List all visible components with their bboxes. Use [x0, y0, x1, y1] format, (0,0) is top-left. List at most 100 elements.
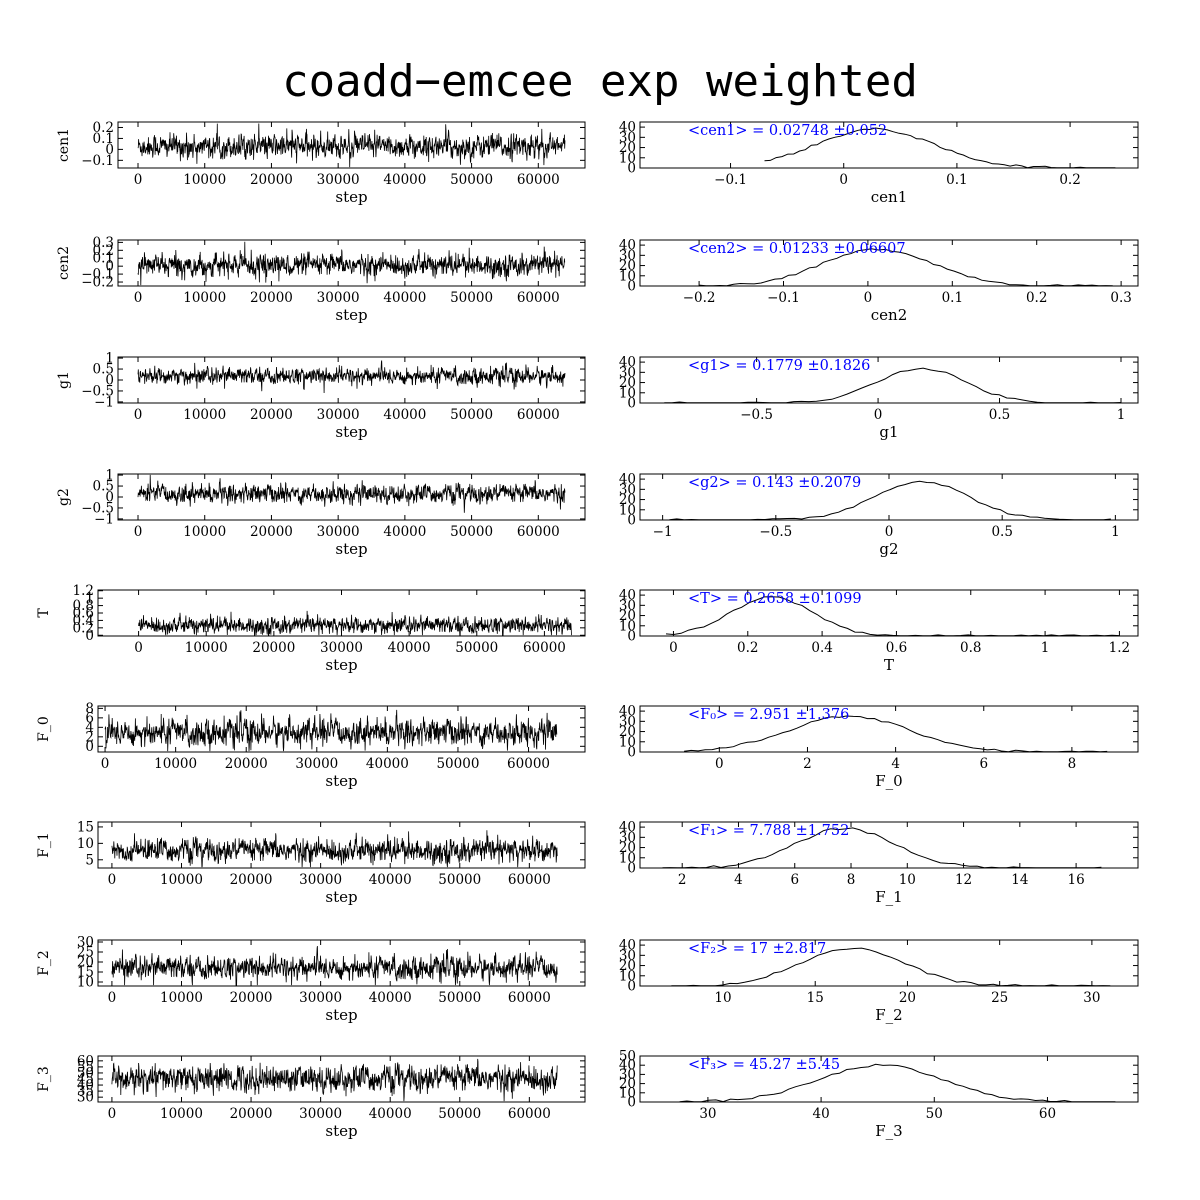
- hist-g2-xtick-label: 1: [1111, 524, 1120, 540]
- hist-g2-ytick-label: 20: [619, 492, 636, 508]
- hist-T-xtick-label: 1: [1041, 640, 1050, 656]
- trace-g1-xtick-label: 0: [134, 407, 143, 423]
- hist-cen2-xtick-label: −0.1: [767, 290, 800, 306]
- hist-F_3-ytick-label: 0: [627, 1095, 636, 1111]
- hist-F_1-ytick-label: 20: [619, 840, 636, 856]
- hist-F_3-ytick-label: 20: [619, 1076, 636, 1092]
- hist-g1-xtick-label: 0.5: [989, 407, 1010, 423]
- hist-F_0-xtick-label: 0: [715, 756, 724, 772]
- trace-T-xtick-label: 0: [134, 640, 143, 656]
- hist-F_0-annotation: <F₀> = 2.951 ±1.376: [688, 707, 849, 723]
- hist-g1-ytick-label: 10: [619, 385, 636, 401]
- trace-F_1-frame: [97, 821, 586, 869]
- hist-F_1-annotation: <F₁> = 7.788 ±1.752: [688, 823, 849, 839]
- trace-T-ytick-label: 0.2: [73, 620, 94, 636]
- hist-g2-ytick-label: 0: [627, 513, 636, 529]
- hist-F_3-ytick-label: 10: [619, 1085, 636, 1101]
- hist-F_3-ytick-label: 30: [619, 1067, 636, 1083]
- hist-F_2-ytick-label: 0: [627, 979, 636, 995]
- trace-F_1-xtick-label: 50000: [438, 872, 481, 888]
- hist-cen2-curve: [699, 248, 1113, 287]
- hist-T-xtick-label: 0.2: [737, 640, 758, 656]
- trace-cen2-xtick-label: 50000: [450, 290, 493, 306]
- hist-cen2-xtick-label: 0: [864, 290, 873, 306]
- hist-F_3-curve: [679, 1063, 1116, 1103]
- trace-F_1-ylabel: F_1: [36, 832, 52, 858]
- hist-g1-ytick-label: 0: [627, 396, 636, 412]
- trace-cen2-xtick-label: 60000: [517, 290, 560, 306]
- trace-F_2-ytick-label: 30: [77, 935, 94, 951]
- trace-F_1-xtick-label: 40000: [369, 872, 412, 888]
- hist-F_2-curve: [671, 947, 1111, 987]
- trace-cen2-xtick-label: 10000: [183, 290, 226, 306]
- hist-F_3-xtick-label: 50: [926, 1106, 943, 1122]
- hist-cen2-xlabel: cen2: [871, 306, 907, 324]
- trace-F_0-xtick-label: 0: [101, 756, 110, 772]
- trace-F_1-ytick-label: 5: [85, 852, 94, 868]
- hist-F_3-xtick-label: 60: [1039, 1106, 1056, 1122]
- trace-F_0-series: [104, 709, 558, 752]
- hist-cen1-xtick-label: −0.1: [714, 172, 747, 188]
- trace-F_0-ylabel: F_0: [36, 716, 52, 742]
- hist-T-ytick-label: 0: [627, 629, 636, 645]
- trace-panel-cen2: 0 10000 20000 30000 40000 50000 60000−0.2−0.10…: [56, 235, 586, 324]
- hist-g2-ytick-label: 40: [619, 472, 636, 488]
- trace-g1-ytick-label: −0.5: [81, 383, 114, 399]
- hist-cen2-ytick-label: 20: [619, 258, 636, 274]
- hist-cen2-xtick-label: 0.2: [1026, 290, 1047, 306]
- trace-cen2-ytick-label: 0.2: [93, 243, 114, 259]
- trace-F_2-frame: [97, 939, 586, 987]
- trace-g2-xtick-label: 60000: [517, 524, 560, 540]
- trace-F_2-ytick-label: 10: [77, 975, 94, 991]
- trace-F_0-xtick-label: 10000: [154, 756, 197, 772]
- trace-F_3-ytick-label: 50: [77, 1065, 94, 1081]
- hist-F_2-frame: [639, 939, 1139, 987]
- trace-F_0-ytick-label: 2: [85, 729, 94, 745]
- trace-g2-xtick-label: 0: [134, 524, 143, 540]
- trace-F_1-xtick-label: 30000: [299, 872, 342, 888]
- trace-F_1-xtick-label: 20000: [230, 872, 273, 888]
- trace-F_3-ytick-label: 60: [77, 1053, 94, 1069]
- trace-F_0-xtick-label: 50000: [436, 756, 479, 772]
- trace-F_3-xtick-label: 20000: [230, 1106, 273, 1122]
- trace-F_2-xtick-label: 10000: [160, 990, 203, 1006]
- hist-cen1-ytick-label: 30: [619, 130, 636, 146]
- trace-cen2-ytick-label: −0.1: [81, 267, 114, 283]
- trace-F_3-ylabel: F_3: [36, 1066, 52, 1092]
- trace-cen2-ytick-label: 0.3: [93, 235, 114, 251]
- trace-F_0-ytick-label: 8: [85, 701, 94, 717]
- trace-F_1-ytick-label: 10: [77, 836, 94, 852]
- hist-F_0-ytick-label: 40: [619, 704, 636, 720]
- hist-F_0-xlabel: F_0: [875, 772, 902, 790]
- trace-cen1-xlabel: step: [335, 188, 367, 206]
- trace-g2-xtick-label: 40000: [383, 524, 426, 540]
- trace-F_3-xtick-label: 0: [108, 1106, 117, 1122]
- trace-cen1-xtick-label: 60000: [517, 172, 560, 188]
- trace-F_0-ytick-label: 6: [85, 710, 94, 726]
- trace-F_3-xtick-label: 40000: [369, 1106, 412, 1122]
- hist-F_2-ytick-label: 30: [619, 948, 636, 964]
- trace-T-ytick-label: 0.6: [73, 606, 94, 622]
- hist-F_2-ytick-label: 20: [619, 958, 636, 974]
- hist-F_2-xtick-label: 10: [714, 990, 731, 1006]
- trace-cen1-ytick-label: 0.1: [93, 131, 114, 147]
- trace-F_3-xtick-label: 50000: [438, 1106, 481, 1122]
- hist-T-xtick-label: 0.8: [960, 640, 981, 656]
- trace-g2-ytick-label: 1: [105, 468, 114, 484]
- trace-T-xtick-label: 50000: [455, 640, 498, 656]
- hist-g1-ytick-label: 40: [619, 355, 636, 371]
- hist-F_3-xlabel: F_3: [875, 1122, 902, 1140]
- trace-F_0-ytick-label: 4: [85, 720, 94, 736]
- hist-T-xlabel: T: [884, 656, 894, 674]
- trace-cen1-ytick-label: 0.2: [93, 120, 114, 136]
- trace-F_2-ytick-label: 25: [77, 945, 94, 961]
- trace-F_3-ytick-label: 35: [77, 1084, 94, 1100]
- trace-F_2-xtick-label: 60000: [508, 990, 551, 1006]
- hist-T-ytick-label: 30: [619, 598, 636, 614]
- trace-F_0-xtick-label: 20000: [225, 756, 268, 772]
- hist-g1-curve: [664, 367, 1122, 404]
- hist-F_1-ytick-label: 10: [619, 850, 636, 866]
